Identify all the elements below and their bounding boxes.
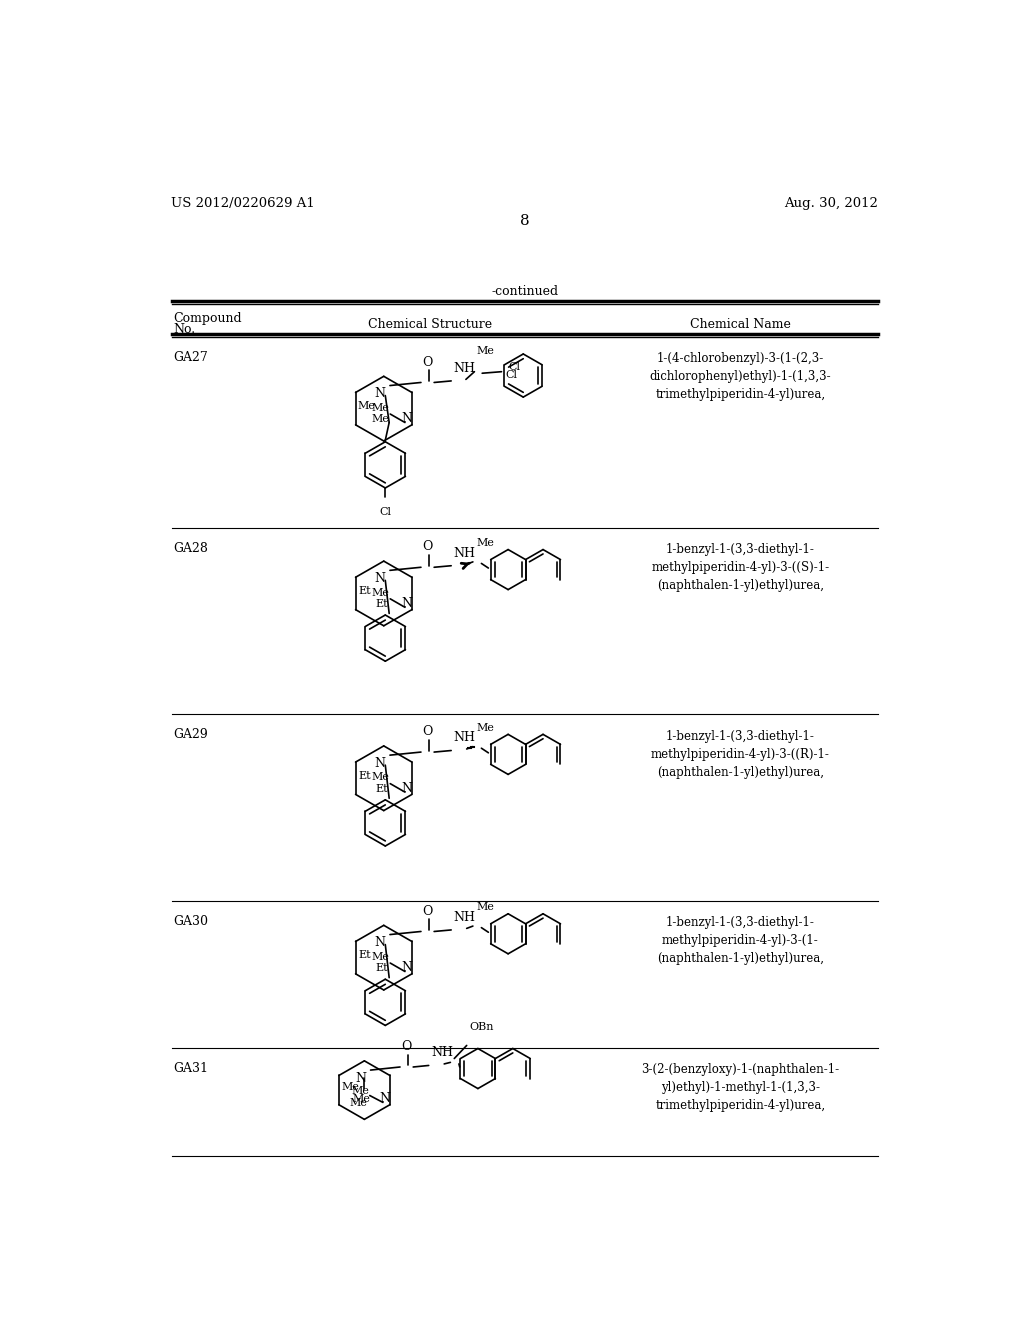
Text: 3-(2-(benzyloxy)-1-(naphthalen-1-
yl)ethyl)-1-methyl-1-(1,3,3-
trimethylpiperidi: 3-(2-(benzyloxy)-1-(naphthalen-1- yl)eth… [641, 1063, 840, 1113]
Text: NH: NH [431, 1047, 453, 1059]
Text: 1-benzyl-1-(3,3-diethyl-1-
methylpiperidin-4-yl)-3-(1-
(naphthalen-1-yl)ethyl)ur: 1-benzyl-1-(3,3-diethyl-1- methylpiperid… [656, 916, 823, 965]
Text: Me: Me [351, 1086, 369, 1096]
Text: N: N [401, 597, 412, 610]
Text: N: N [375, 572, 385, 585]
Text: Cl: Cl [505, 370, 517, 380]
Text: Chemical Name: Chemical Name [690, 318, 791, 331]
Text: GA28: GA28 [173, 543, 208, 554]
Text: N: N [401, 961, 412, 974]
Text: -continued: -continued [492, 285, 558, 298]
Text: US 2012/0220629 A1: US 2012/0220629 A1 [171, 197, 315, 210]
Text: GA27: GA27 [173, 351, 208, 364]
Text: Me: Me [477, 723, 495, 733]
Text: Me: Me [372, 403, 389, 413]
Text: N: N [379, 1092, 390, 1105]
Text: Me: Me [372, 772, 389, 783]
Text: N: N [401, 412, 412, 425]
Text: Me: Me [372, 587, 389, 598]
Text: NH: NH [454, 362, 475, 375]
Text: GA29: GA29 [173, 729, 208, 742]
Text: N: N [375, 756, 385, 770]
Text: NH: NH [454, 731, 475, 744]
Text: N: N [375, 936, 385, 949]
Text: Cl: Cl [508, 363, 520, 372]
Text: Et: Et [358, 771, 372, 780]
Text: O: O [401, 1040, 412, 1053]
Text: Aug. 30, 2012: Aug. 30, 2012 [784, 197, 879, 210]
Text: 1-(4-chlorobenzyl)-3-(1-(2,3-
dichlorophenyl)ethyl)-1-(1,3,3-
trimethylpiperidin: 1-(4-chlorobenzyl)-3-(1-(2,3- dichloroph… [649, 352, 831, 401]
Text: 1-benzyl-1-(3,3-diethyl-1-
methylpiperidin-4-yl)-3-((R)-1-
(naphthalen-1-yl)ethy: 1-benzyl-1-(3,3-diethyl-1- methylpiperid… [651, 730, 829, 779]
Text: N: N [355, 1072, 366, 1085]
Text: Me: Me [341, 1082, 359, 1093]
Text: O: O [422, 904, 432, 917]
Text: NH: NH [454, 911, 475, 924]
Text: Et: Et [376, 964, 388, 973]
Text: 8: 8 [520, 214, 529, 228]
Text: Me: Me [477, 539, 495, 548]
Text: Et: Et [358, 950, 372, 960]
Text: Me: Me [477, 346, 495, 356]
Text: Me: Me [349, 1098, 368, 1107]
Text: Me: Me [372, 414, 389, 424]
Text: O: O [422, 725, 432, 738]
Text: Me: Me [357, 401, 376, 411]
Text: N: N [375, 387, 385, 400]
Text: GA30: GA30 [173, 915, 208, 928]
Text: Chemical Structure: Chemical Structure [369, 318, 493, 331]
Text: Me: Me [352, 1094, 371, 1104]
Text: Et: Et [376, 599, 388, 609]
Text: O: O [422, 355, 432, 368]
Text: 1-benzyl-1-(3,3-diethyl-1-
methylpiperidin-4-yl)-3-((S)-1-
(naphthalen-1-yl)ethy: 1-benzyl-1-(3,3-diethyl-1- methylpiperid… [651, 544, 829, 593]
Text: No.: No. [173, 323, 196, 337]
Text: Me: Me [477, 903, 495, 912]
Text: NH: NH [454, 546, 475, 560]
Text: Cl: Cl [379, 507, 391, 517]
Text: Compound: Compound [173, 313, 242, 326]
Text: N: N [401, 781, 412, 795]
Text: O: O [422, 540, 432, 553]
Text: GA31: GA31 [173, 1061, 208, 1074]
Text: Et: Et [376, 784, 388, 793]
Text: Me: Me [372, 952, 389, 962]
Text: Et: Et [358, 586, 372, 595]
Text: OBn: OBn [469, 1022, 494, 1032]
